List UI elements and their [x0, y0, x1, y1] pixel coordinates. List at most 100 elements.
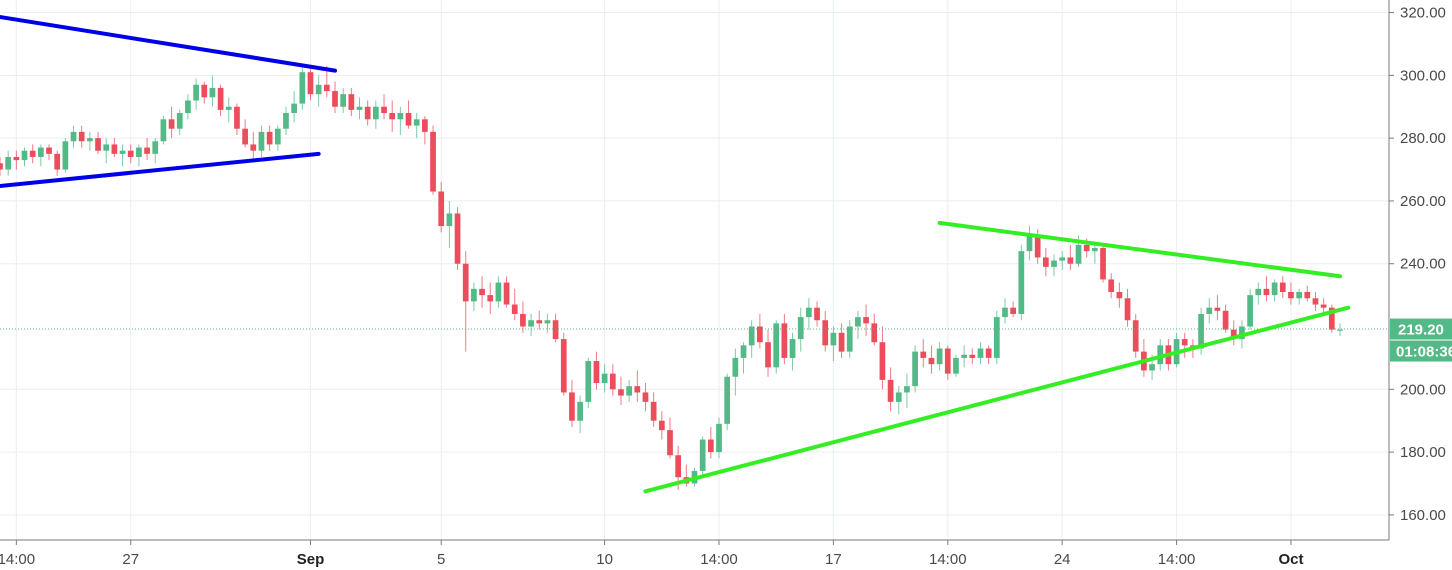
candle-body	[1034, 235, 1041, 258]
candle-body	[1198, 313, 1204, 349]
candle-body	[29, 150, 36, 157]
candle-body	[838, 332, 845, 352]
candle-body	[274, 128, 281, 145]
candle	[912, 345, 918, 393]
candle-body	[127, 150, 134, 157]
candle-body	[217, 87, 224, 110]
candle	[1279, 276, 1286, 299]
candle-body	[1091, 248, 1098, 252]
candle-body	[707, 439, 714, 453]
candle	[969, 348, 976, 365]
candle	[928, 345, 935, 374]
candle-body	[479, 288, 485, 296]
candle-body	[307, 72, 314, 95]
candle	[29, 144, 36, 164]
candle-body	[1328, 307, 1335, 330]
candle-body	[185, 100, 191, 114]
price-tick-label: 180.00	[1400, 444, 1446, 461]
candle-body	[405, 113, 412, 126]
candle-body	[193, 84, 199, 101]
candle-body	[675, 455, 682, 478]
candle	[503, 276, 510, 308]
candle	[1116, 282, 1123, 308]
candle	[242, 119, 248, 148]
price-tick-label: 260.00	[1400, 193, 1446, 210]
candle-body	[78, 131, 85, 142]
candle-body	[626, 386, 632, 396]
candle	[511, 288, 518, 321]
candle	[985, 345, 992, 365]
time-tick-label: Sep	[297, 551, 325, 568]
candle	[618, 376, 624, 405]
candle	[234, 103, 240, 135]
candle-body	[1116, 291, 1123, 299]
candle	[168, 106, 175, 139]
candle-body	[1108, 279, 1115, 292]
candle	[1051, 254, 1057, 277]
candle	[1018, 244, 1025, 321]
candle-body	[781, 323, 788, 358]
candle-body	[618, 389, 624, 396]
candle	[1059, 251, 1066, 270]
trendlines[interactable]	[0, 14, 1351, 494]
candle-body	[961, 354, 967, 358]
time-axis[interactable]: 14:00 27 Sep 5 10 14:00 17 14:00 24 14:00 Oct	[0, 540, 1303, 568]
candles	[0, 65, 1343, 490]
candle	[1206, 298, 1213, 324]
candle	[855, 310, 861, 340]
candle	[895, 386, 902, 415]
time-tick-label: 14:00	[929, 551, 967, 568]
candle-body	[977, 348, 984, 358]
candle	[1304, 285, 1311, 302]
candle	[0, 156, 3, 176]
candle-body	[340, 94, 347, 107]
candle-body	[144, 147, 150, 154]
candle-body	[544, 320, 551, 324]
candle	[356, 97, 363, 120]
candle	[95, 131, 101, 154]
candle	[536, 310, 543, 330]
candle-body	[773, 323, 780, 368]
candle-body	[536, 320, 543, 324]
price-axis-background	[1389, 0, 1452, 540]
candle-body	[1222, 310, 1229, 330]
candle-body	[520, 313, 526, 327]
candle	[822, 310, 829, 352]
candle-body	[315, 84, 322, 95]
candle	[372, 100, 379, 129]
candle	[266, 125, 273, 151]
candle-body	[323, 84, 330, 92]
candle-body	[634, 386, 641, 393]
candle	[806, 298, 812, 330]
candle-body	[348, 94, 355, 110]
candle-body	[887, 379, 894, 402]
candle	[217, 84, 224, 117]
candle	[904, 373, 910, 409]
candle	[699, 436, 706, 478]
candle	[1230, 320, 1237, 346]
candle-body	[1279, 282, 1286, 292]
candle	[471, 282, 477, 311]
candle-body	[1100, 248, 1106, 280]
candle	[5, 150, 12, 176]
candle-body	[863, 317, 869, 324]
candle-body	[822, 320, 829, 346]
candle-body	[397, 113, 404, 120]
candle-body	[1124, 298, 1131, 321]
candle-body	[258, 131, 265, 151]
candle	[601, 364, 608, 393]
candle-body	[1337, 329, 1343, 331]
candle	[291, 91, 298, 123]
candle-body	[438, 191, 445, 227]
candle-body	[21, 150, 28, 161]
time-tick-label: 17	[825, 551, 842, 568]
price-axis[interactable]: 320.00 300.00 280.00 260.00 240.00 200.00 180.…	[1389, 5, 1446, 524]
candle-body	[266, 131, 273, 145]
candle	[1026, 226, 1033, 261]
candle	[936, 342, 943, 371]
candle	[176, 109, 183, 135]
candle	[667, 417, 673, 459]
candle	[13, 150, 20, 170]
